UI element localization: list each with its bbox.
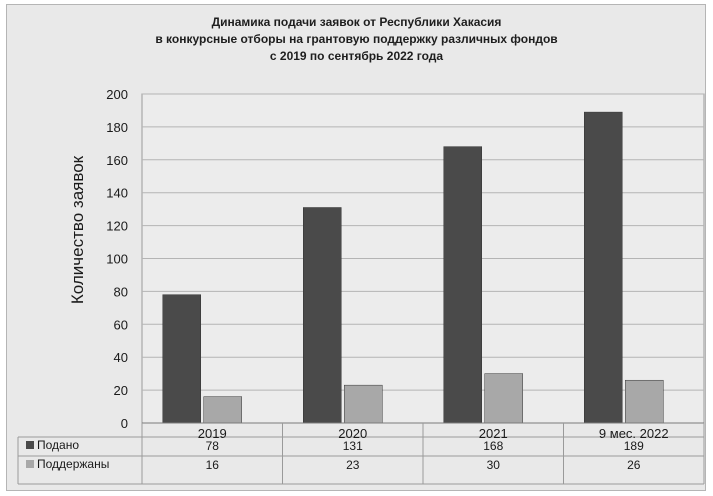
y-tick-label: 100: [106, 252, 128, 267]
legend-key: [26, 460, 34, 468]
x-tick-label: 2020: [338, 426, 367, 441]
chart-title-line-2: в конкурсные отборы на грантовую поддерж…: [155, 32, 558, 46]
y-tick-label: 180: [106, 120, 128, 135]
y-tick-label: 80: [114, 284, 128, 299]
x-tick-label: 2021: [479, 426, 508, 441]
y-tick-label: 40: [114, 350, 128, 365]
data-table-value: 23: [346, 458, 360, 472]
y-tick-label: 140: [106, 186, 128, 201]
chart-title-line-3: с 2019 по сентябрь 2022 года: [269, 49, 444, 63]
legend-key: [26, 441, 34, 449]
data-table-value: 78: [206, 439, 220, 453]
data-table-value: 26: [627, 458, 641, 472]
data-table-value: 16: [206, 458, 220, 472]
data-table-value: 189: [624, 439, 644, 453]
bar: [344, 384, 383, 424]
chart-title-line-1: Динамика подачи заявок от Республики Хак…: [211, 15, 502, 29]
y-tick-label: 0: [121, 416, 128, 431]
chart-title: Динамика подачи заявок от Республики Хак…: [0, 14, 713, 65]
bar: [162, 294, 201, 424]
bar: [203, 396, 242, 424]
data-table-value: 131: [343, 439, 363, 453]
data-table-value: 168: [483, 439, 503, 453]
y-tick-label: 120: [106, 219, 128, 234]
y-tick-label: 20: [114, 383, 128, 398]
legend-label: Поддержаны: [37, 457, 109, 471]
y-tick-label: 60: [114, 317, 128, 332]
bar: [443, 146, 482, 424]
data-table-value: 30: [487, 458, 501, 472]
legend-label: Подано: [37, 438, 79, 452]
y-tick-label: 160: [106, 153, 128, 168]
bar: [584, 111, 623, 424]
bar: [303, 207, 342, 424]
x-tick-label: 2019: [198, 426, 227, 441]
bar: [484, 373, 523, 424]
bar: [625, 379, 664, 424]
y-tick-label: 200: [106, 87, 128, 102]
x-tick-label: 9 мес. 2022: [599, 426, 669, 441]
